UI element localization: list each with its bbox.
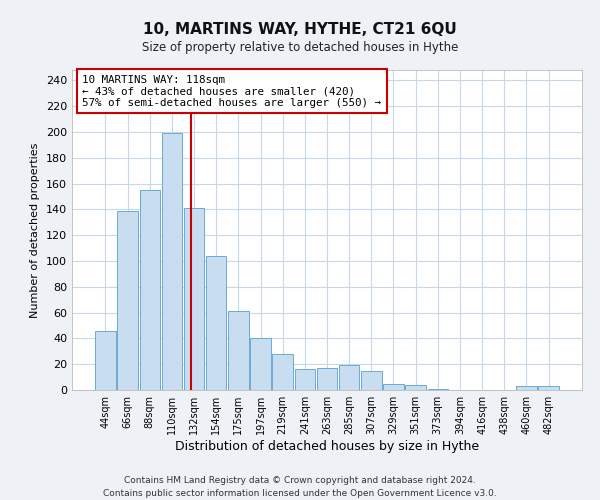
Bar (228, 312, 248, 390)
Bar (516, 386, 536, 390)
Bar (406, 385, 426, 390)
Bar (206, 256, 226, 390)
Bar (428, 388, 448, 390)
X-axis label: Distribution of detached houses by size in Hythe: Distribution of detached houses by size … (175, 440, 479, 453)
Bar (118, 210, 138, 390)
Bar (250, 338, 271, 390)
Text: 10 MARTINS WAY: 118sqm
← 43% of detached houses are smaller (420)
57% of semi-de: 10 MARTINS WAY: 118sqm ← 43% of detached… (82, 75, 381, 108)
Text: Contains public sector information licensed under the Open Government Licence v3: Contains public sector information licen… (103, 489, 497, 498)
Bar (161, 133, 182, 390)
Bar (295, 370, 315, 390)
Bar (383, 384, 404, 390)
Bar (272, 354, 293, 390)
Text: 10, MARTINS WAY, HYTHE, CT21 6QU: 10, MARTINS WAY, HYTHE, CT21 6QU (143, 22, 457, 38)
Bar (184, 208, 204, 390)
Text: Contains HM Land Registry data © Crown copyright and database right 2024.: Contains HM Land Registry data © Crown c… (124, 476, 476, 485)
Bar (95, 330, 116, 390)
Bar (538, 386, 559, 390)
Bar (140, 190, 160, 390)
Bar (317, 368, 337, 390)
Bar (339, 366, 359, 390)
Text: Size of property relative to detached houses in Hythe: Size of property relative to detached ho… (142, 41, 458, 54)
Bar (361, 370, 382, 390)
Y-axis label: Number of detached properties: Number of detached properties (31, 142, 40, 318)
